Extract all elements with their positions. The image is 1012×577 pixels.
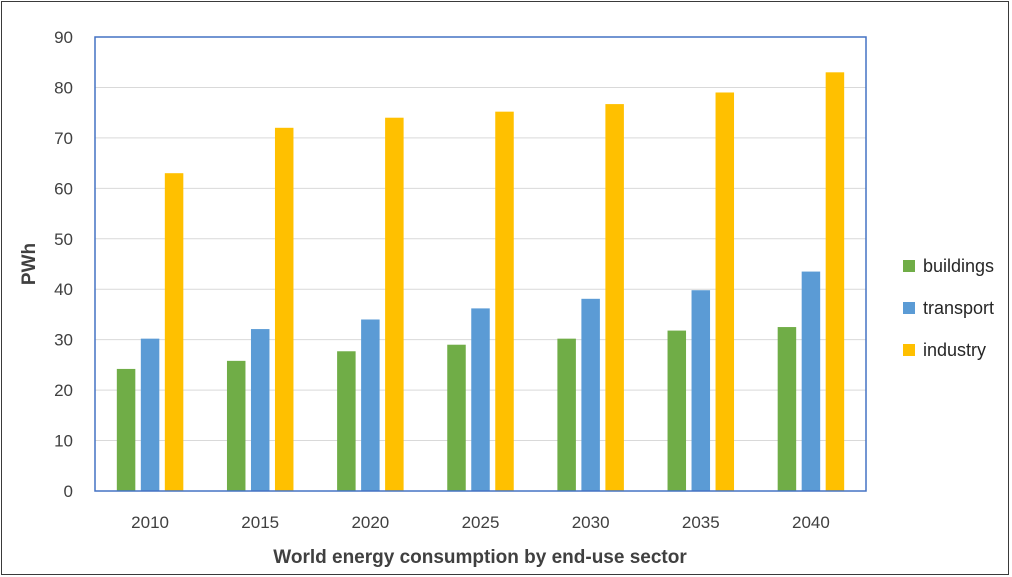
y-tick-label: 40 — [54, 280, 73, 299]
bar-buildings-2035 — [667, 330, 687, 491]
y-axis-title: PWh — [19, 243, 40, 285]
bar-industry-2035 — [715, 92, 735, 491]
x-tick-label: 2035 — [682, 513, 720, 532]
x-tick-label: 2030 — [572, 513, 610, 532]
bar-transport-2040 — [801, 271, 821, 491]
bar-buildings-2020 — [337, 351, 356, 491]
x-axis-title: World energy consumption by end-use sect… — [273, 547, 687, 568]
y-tick-label: 80 — [54, 78, 73, 97]
x-tick-label: 2010 — [131, 513, 169, 532]
bar-buildings-2030 — [557, 338, 576, 491]
bar-buildings-2040 — [777, 327, 797, 491]
bar-industry-2030 — [605, 104, 624, 491]
legend-swatch-buildings — [903, 260, 915, 272]
bar-transport-2020 — [361, 319, 380, 491]
bar-transport-2025 — [471, 308, 490, 491]
y-tick-label: 60 — [54, 179, 73, 198]
bar-industry-2025 — [495, 111, 514, 491]
y-tick-label: 20 — [54, 381, 73, 400]
x-axis-ticks: 2010 2015 2020 2025 2030 2035 2040 — [131, 513, 830, 532]
legend: buildings transport industry — [903, 256, 994, 360]
bar-transport-2015 — [250, 329, 270, 491]
bar-industry-2015 — [274, 127, 294, 492]
x-tick-label: 2015 — [241, 513, 279, 532]
legend-label-transport: transport — [923, 298, 994, 318]
y-tick-label: 90 — [54, 28, 73, 47]
bar-buildings-2010 — [116, 368, 136, 491]
x-tick-label: 2040 — [792, 513, 830, 532]
bar-transport-2030 — [581, 298, 600, 491]
y-tick-label: 50 — [54, 230, 73, 249]
legend-swatch-industry — [903, 344, 915, 356]
bar-industry-2040 — [825, 72, 845, 492]
bar-industry-2020 — [385, 117, 404, 491]
y-tick-label: 10 — [54, 432, 73, 451]
plot-area-border — [94, 36, 867, 492]
bar-industry-2010 — [164, 173, 184, 491]
gridlines — [95, 86, 866, 442]
bar-buildings-2025 — [447, 344, 466, 491]
bar-transport-2010 — [140, 338, 160, 491]
bars — [116, 72, 845, 492]
x-tick-label: 2020 — [351, 513, 389, 532]
bar-buildings-2015 — [226, 360, 246, 491]
legend-label-industry: industry — [923, 340, 986, 360]
y-tick-label: 30 — [54, 331, 73, 350]
legend-swatch-transport — [903, 302, 915, 314]
bar-transport-2035 — [691, 290, 711, 491]
legend-label-buildings: buildings — [923, 256, 994, 276]
y-tick-label: 70 — [54, 129, 73, 148]
y-tick-label: 0 — [64, 482, 73, 501]
y-axis-ticks: 0 10 20 30 40 50 60 70 80 90 — [54, 28, 73, 501]
x-tick-label: 2025 — [462, 513, 500, 532]
